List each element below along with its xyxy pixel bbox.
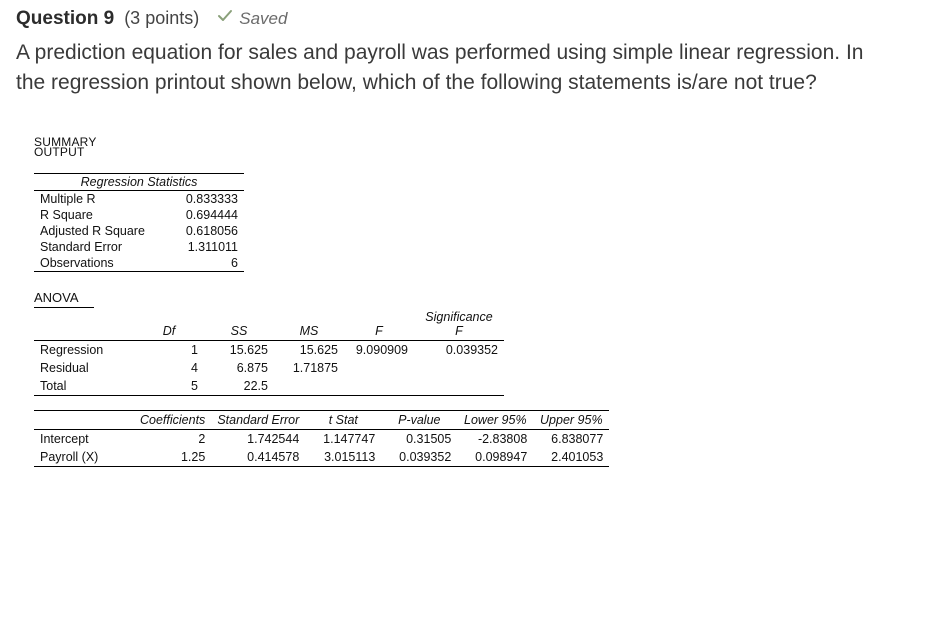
- cell: 15.625: [204, 340, 274, 359]
- table-row: Residual 4 6.875 1.71875: [34, 359, 504, 377]
- regression-statistics-table: Regression Statistics Multiple R0.833333…: [34, 173, 244, 272]
- cell: 5: [134, 377, 204, 396]
- stat-value: 0.618056: [174, 223, 244, 239]
- cell: 0.31505: [381, 429, 457, 448]
- cell: 0.039352: [414, 340, 504, 359]
- table-row: Observations6: [34, 255, 244, 272]
- cell: [344, 377, 414, 396]
- cell: 0.039352: [381, 448, 457, 467]
- col-ms: MS: [274, 308, 344, 341]
- cell: 1.25: [134, 448, 211, 467]
- summary-title-2: OUTPUT: [34, 145, 910, 159]
- cell: 15.625: [274, 340, 344, 359]
- stat-value: 0.694444: [174, 207, 244, 223]
- stat-value: 0.833333: [174, 190, 244, 207]
- anova-title: ANOVA: [34, 290, 94, 308]
- saved-label: Saved: [239, 9, 287, 29]
- col-p: P-value: [381, 410, 457, 429]
- stat-label: Observations: [34, 255, 174, 272]
- stat-value: 6: [174, 255, 244, 272]
- cell: 9.090909: [344, 340, 414, 359]
- anova-table: Df SS MS F Significance F Regression 1 1…: [34, 308, 504, 396]
- cell: [414, 377, 504, 396]
- col-df: Df: [134, 308, 204, 341]
- col-f: F: [344, 308, 414, 341]
- cell: 4: [134, 359, 204, 377]
- question-points: (3 points): [124, 8, 199, 29]
- coef-label: Payroll (X): [34, 448, 134, 467]
- table-row: Standard Error1.311011: [34, 239, 244, 255]
- cell: 2.401053: [533, 448, 609, 467]
- table-row: Adjusted R Square0.618056: [34, 223, 244, 239]
- stat-label: Adjusted R Square: [34, 223, 174, 239]
- check-icon: [217, 8, 233, 29]
- cell: -2.83808: [457, 429, 533, 448]
- cell: 22.5: [204, 377, 274, 396]
- stat-value: 1.311011: [174, 239, 244, 255]
- table-header-row: Df SS MS F Significance F: [34, 308, 504, 341]
- table-row: R Square0.694444: [34, 207, 244, 223]
- cell: 1.742544: [211, 429, 305, 448]
- saved-indicator: Saved: [217, 8, 287, 29]
- stats-title: Regression Statistics: [34, 173, 244, 190]
- col-coeff: Coefficients: [134, 410, 211, 429]
- cell: 2: [134, 429, 211, 448]
- coefficients-table: Coefficients Standard Error t Stat P-val…: [34, 410, 609, 467]
- anova-label: Total: [34, 377, 134, 396]
- table-row: Payroll (X) 1.25 0.414578 3.015113 0.039…: [34, 448, 609, 467]
- stat-label: Standard Error: [34, 239, 174, 255]
- table-row: Regression 1 15.625 15.625 9.090909 0.03…: [34, 340, 504, 359]
- anova-label: Residual: [34, 359, 134, 377]
- coef-label: Intercept: [34, 429, 134, 448]
- table-header-row: Coefficients Standard Error t Stat P-val…: [34, 410, 609, 429]
- cell: 1.71875: [274, 359, 344, 377]
- col-lo: Lower 95%: [457, 410, 533, 429]
- anova-label: Regression: [34, 340, 134, 359]
- cell: 3.015113: [305, 448, 381, 467]
- cell: [414, 359, 504, 377]
- question-header: Question 9 (3 points) Saved: [16, 8, 910, 30]
- cell: 0.414578: [211, 448, 305, 467]
- table-row: Total 5 22.5: [34, 377, 504, 396]
- col-ss: SS: [204, 308, 274, 341]
- stat-label: R Square: [34, 207, 174, 223]
- col-se: Standard Error: [211, 410, 305, 429]
- cell: 0.098947: [457, 448, 533, 467]
- cell: [344, 359, 414, 377]
- col-t: t Stat: [305, 410, 381, 429]
- cell: 1: [134, 340, 204, 359]
- stat-label: Multiple R: [34, 190, 174, 207]
- col-sigf: Significance F: [414, 308, 504, 341]
- table-row: Intercept 2 1.742544 1.147747 0.31505 -2…: [34, 429, 609, 448]
- cell: 1.147747: [305, 429, 381, 448]
- cell: 6.875: [204, 359, 274, 377]
- regression-output: SUMMARY OUTPUT Regression Statistics Mul…: [34, 135, 910, 467]
- question-prompt: A prediction equation for sales and payr…: [16, 38, 896, 99]
- table-row: Multiple R0.833333: [34, 190, 244, 207]
- cell: [274, 377, 344, 396]
- question-title: Question 9: [16, 8, 114, 30]
- col-hi: Upper 95%: [533, 410, 609, 429]
- cell: 6.838077: [533, 429, 609, 448]
